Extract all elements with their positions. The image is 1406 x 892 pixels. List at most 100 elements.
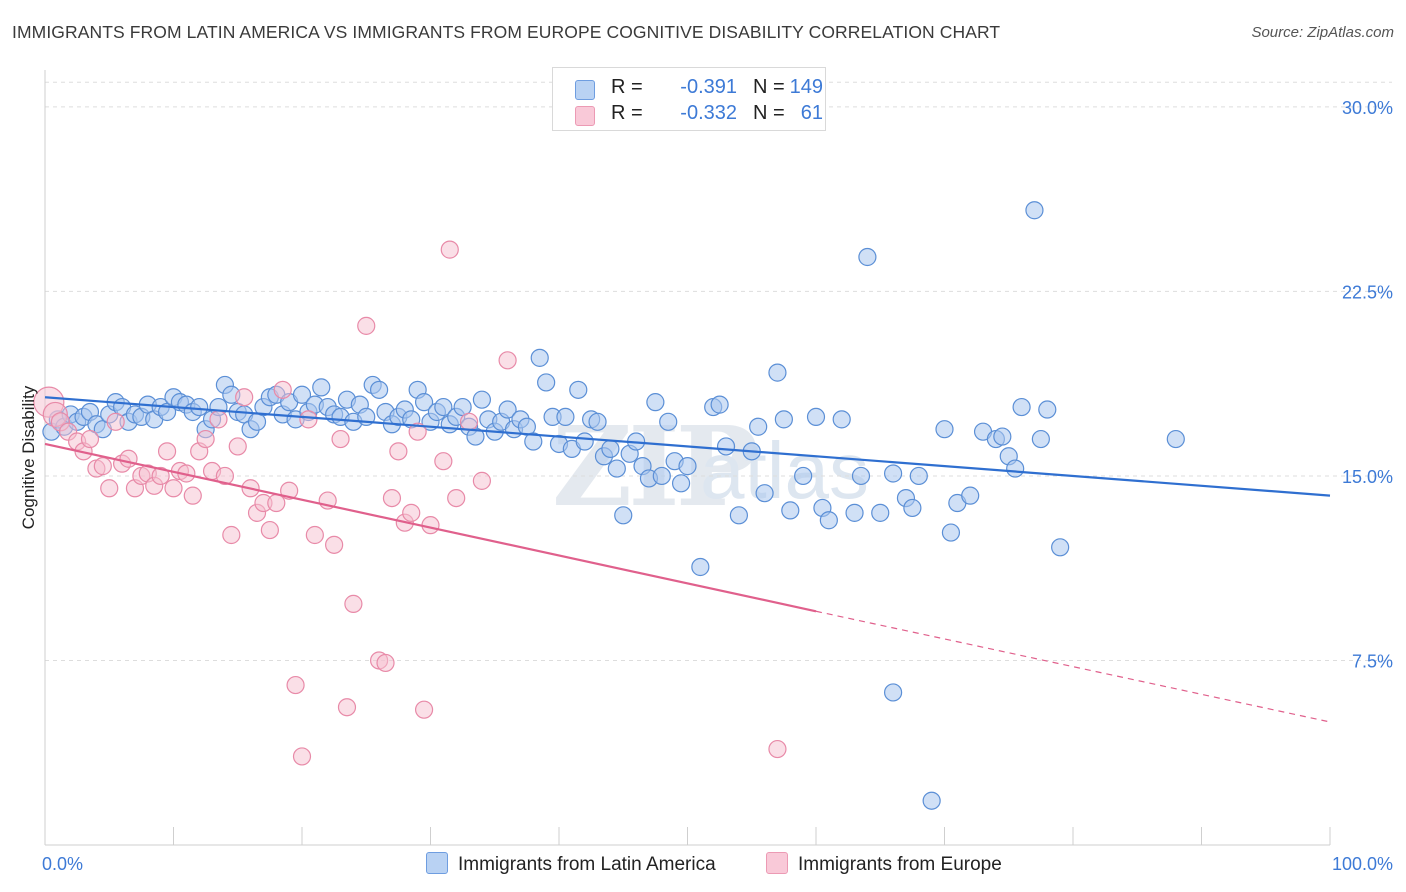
data-point-europe bbox=[331, 429, 350, 449]
data-point-latin bbox=[935, 420, 954, 439]
data-point-europe bbox=[305, 525, 324, 545]
data-point-europe bbox=[286, 675, 305, 695]
trend-lines bbox=[44, 396, 1331, 723]
data-point-latin bbox=[755, 484, 774, 503]
y-axis-label: Cognitive Disability bbox=[19, 385, 38, 529]
data-point-latin bbox=[993, 427, 1012, 446]
data-point-latin bbox=[434, 397, 453, 417]
data-point-europe bbox=[215, 466, 234, 486]
trend-line-europe-extrapolated bbox=[815, 610, 1331, 723]
data-point-latin bbox=[569, 380, 588, 399]
x-tick-label: 100.0% bbox=[1332, 854, 1393, 874]
axes bbox=[44, 70, 1331, 846]
data-point-latin bbox=[1038, 400, 1057, 419]
data-point-europe bbox=[337, 698, 357, 717]
data-point-latin bbox=[774, 410, 793, 429]
data-point-latin bbox=[922, 791, 941, 810]
legend-r-value: -0.391 bbox=[680, 76, 737, 98]
data-point-latin bbox=[691, 557, 710, 577]
data-point-latin bbox=[370, 380, 389, 399]
data-point-latin bbox=[781, 501, 800, 520]
y-tick-label: 15.0% bbox=[1342, 467, 1393, 487]
data-point-europe bbox=[209, 410, 228, 429]
source-label: Source: ZipAtlas.com bbox=[1251, 24, 1394, 41]
y-tick-label: 22.5% bbox=[1342, 282, 1393, 302]
data-point-latin bbox=[1025, 201, 1044, 220]
data-point-europe bbox=[106, 412, 125, 431]
europe-points bbox=[33, 240, 787, 766]
data-point-latin bbox=[312, 378, 331, 397]
data-point-europe bbox=[472, 471, 491, 490]
data-point-europe bbox=[222, 525, 241, 545]
data-point-europe bbox=[196, 429, 215, 449]
legend-n-value: 61 bbox=[800, 102, 823, 124]
data-point-europe bbox=[498, 351, 517, 370]
data-point-europe bbox=[93, 457, 112, 476]
data-point-europe bbox=[344, 594, 363, 613]
bottom-legend-latin: Immigrants from Latin America bbox=[426, 852, 716, 876]
data-point-latin bbox=[472, 390, 491, 409]
data-point-europe bbox=[267, 493, 286, 513]
data-point-europe bbox=[299, 410, 318, 429]
data-point-latin bbox=[1012, 397, 1031, 417]
legend-swatch-latin bbox=[575, 80, 595, 100]
data-point-latin bbox=[806, 407, 826, 427]
data-point-latin bbox=[716, 437, 736, 456]
data-point-latin bbox=[530, 348, 549, 367]
data-point-latin bbox=[883, 683, 903, 702]
legend-n-label: N = bbox=[753, 102, 785, 124]
data-point-latin bbox=[659, 412, 678, 431]
data-point-europe bbox=[402, 503, 421, 522]
data-point-latin bbox=[556, 407, 575, 427]
bottom-legend-label-latin: Immigrants from Latin America bbox=[458, 854, 716, 875]
data-point-latin bbox=[768, 363, 787, 382]
correlation-legend: R = -0.391 N = 149 R = -0.332 N = 61 bbox=[552, 67, 826, 131]
data-point-latin bbox=[607, 459, 626, 478]
data-point-latin bbox=[851, 466, 871, 486]
legend-r-label: R = bbox=[611, 76, 643, 98]
data-point-latin bbox=[575, 432, 594, 451]
data-point-europe bbox=[434, 452, 453, 471]
data-point-latin bbox=[909, 466, 928, 486]
data-point-latin bbox=[646, 393, 665, 412]
data-point-latin bbox=[1031, 429, 1050, 449]
legend-n-value: 149 bbox=[789, 76, 823, 98]
data-point-europe bbox=[325, 535, 344, 554]
data-point-latin bbox=[652, 466, 671, 486]
data-point-latin bbox=[749, 417, 768, 436]
chart-title: IMMIGRANTS FROM LATIN AMERICA VS IMMIGRA… bbox=[12, 22, 1001, 42]
data-point-europe bbox=[768, 739, 787, 759]
data-point-europe bbox=[80, 429, 100, 449]
x-tick-label: 0.0% bbox=[42, 854, 83, 874]
trend-line-latin bbox=[44, 396, 1331, 497]
data-point-latin bbox=[671, 474, 691, 493]
y-tick-label: 7.5% bbox=[1352, 651, 1393, 671]
data-point-europe bbox=[389, 442, 408, 461]
axis-labels: 7.5% 15.0% 22.5% 30.0% 0.0% 100.0% Cognitive D… bbox=[19, 98, 1393, 874]
data-point-europe bbox=[292, 747, 312, 766]
data-point-latin bbox=[601, 439, 620, 458]
bottom-legend-swatch-latin bbox=[426, 852, 448, 874]
data-point-latin bbox=[588, 412, 607, 431]
data-point-latin bbox=[710, 395, 729, 414]
data-point-europe bbox=[376, 653, 395, 673]
data-point-latin bbox=[883, 464, 903, 483]
data-point-latin bbox=[858, 247, 877, 267]
data-point-latin bbox=[845, 503, 864, 522]
data-point-latin bbox=[941, 523, 961, 542]
latin-america-points bbox=[42, 201, 1185, 810]
data-point-europe bbox=[459, 412, 479, 431]
data-point-europe bbox=[164, 479, 183, 498]
data-point-latin bbox=[794, 466, 813, 486]
data-point-latin bbox=[1051, 538, 1070, 557]
legend-swatch-europe bbox=[575, 106, 595, 126]
data-point-latin bbox=[1006, 459, 1025, 478]
data-point-europe bbox=[408, 422, 427, 441]
data-point-latin bbox=[614, 506, 633, 525]
legend-r-label: R = bbox=[611, 102, 643, 124]
y-tick-label: 30.0% bbox=[1342, 98, 1393, 118]
data-point-europe bbox=[183, 486, 202, 505]
bottom-legend-europe: Immigrants from Europe bbox=[766, 852, 1002, 876]
data-point-latin bbox=[678, 457, 697, 476]
